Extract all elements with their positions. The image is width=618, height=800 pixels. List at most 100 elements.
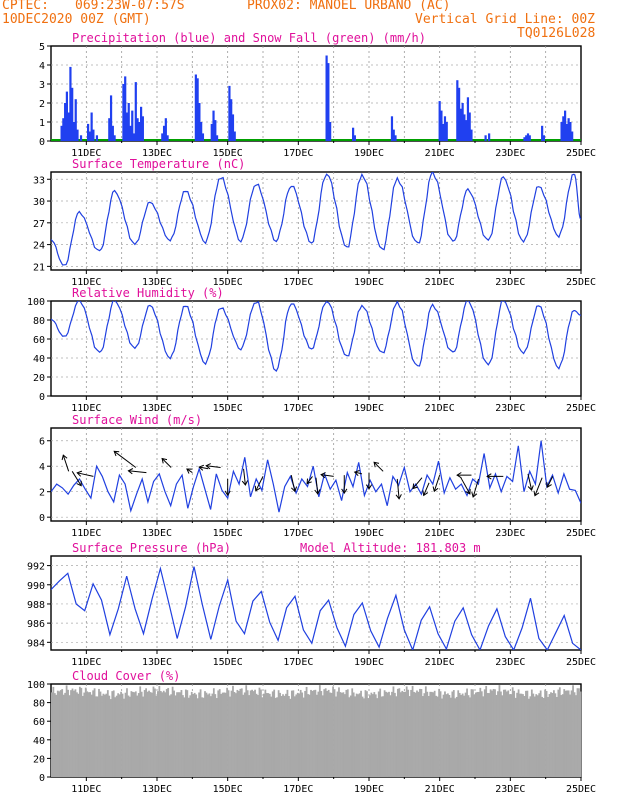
precip-bar [327,63,330,141]
panel-note-pres: Model Altitude: 181.803 m [300,541,481,555]
wind-vector [534,477,543,496]
cloud-bar [208,693,211,777]
cloud-bar [529,696,532,777]
y-tick-label: 30 [33,197,45,208]
cloud-bar [139,686,142,777]
precip-bar [353,135,356,141]
cloud-bar [310,689,312,777]
precip-bar [88,131,91,141]
cloud-bar [463,695,465,777]
precip-bar [560,122,563,141]
cloud-bar [59,690,62,777]
precip-bar [72,122,76,141]
wind-vector-head [395,494,402,500]
cloud-bar [569,694,571,777]
x-tick-label: 25DEC [566,403,596,414]
cloud-bar [542,697,545,777]
x-tick-label: 17DEC [283,657,313,668]
cloud-bar [230,690,233,777]
cloud-bar [489,689,492,777]
cloud-bar [249,690,252,777]
panel-frame-temp [50,171,582,271]
wind-vector [243,468,246,486]
wind-vector [354,471,363,475]
cloud-bar [255,693,258,777]
cloud-bar [127,695,130,777]
cloud-bar [539,690,542,777]
cloud-bar [401,690,404,777]
cloud-bar [514,697,517,777]
cloud-bar [522,694,524,777]
cloud-bar [355,693,358,777]
cloud-bar [488,693,491,777]
cloud-bar [245,685,248,777]
cloud-bar [102,693,105,777]
cloud-bar [293,696,296,777]
precip-bar [390,116,394,141]
cloud-bar [573,692,576,777]
cloud-bar [151,692,153,777]
cloud-bar [232,685,234,777]
x-tick-label: 23DEC [495,277,525,288]
precip-bar [212,110,215,141]
cloud-bar [371,694,374,777]
cloud-bar [564,690,567,777]
cloud-bar [460,694,463,777]
wind-vector [315,477,319,494]
cloud-bar [143,690,146,777]
precip-bar [69,66,72,141]
wind-vector [206,465,221,468]
cloud-bar [280,695,283,777]
cloud-bar [343,694,346,777]
cloud-bar [398,688,401,777]
cloud-bar [457,690,460,777]
precip-bar [230,99,233,141]
cloud-bar [130,691,133,777]
x-tick-label: 23DEC [495,528,525,539]
cloud-bar [71,688,74,777]
precip-bar [198,103,201,141]
y-tick-label: 0 [39,773,45,784]
wind-vector [527,473,533,491]
cloud-bar [533,696,536,777]
cloud-bar [458,692,461,777]
cloud-bar [429,691,432,777]
cloud-bar [511,687,514,777]
x-tick-label: 19DEC [354,277,384,288]
cloud-bar [441,698,443,777]
y-tick-label: 80 [33,699,45,710]
cloud-bar [295,694,298,777]
wind-vector-head [486,473,492,480]
cloud-bar [424,686,427,777]
cloud-bar [414,692,417,777]
cloud-bar [152,686,155,777]
cloud-bar [104,694,106,777]
cloud-bar [148,690,150,777]
cloud-bar [357,694,359,777]
wind-vector [546,476,554,488]
cloud-bar [118,694,121,777]
header-grid-note: Vertical Grid Line: 00Z [415,12,596,27]
y-tick-label: 6 [39,437,45,448]
x-tick-label: 17DEC [283,277,313,288]
cloud-bar [547,696,549,777]
y-tick-label: 0 [39,137,45,148]
cloud-bar [282,694,284,777]
wind-vector [161,458,172,468]
cloud-bar [80,687,83,777]
cloud-bar [258,687,261,777]
y-tick-label: 100 [27,680,45,691]
wind-vector-head [198,464,205,471]
y-tick-label: 4 [39,462,45,473]
cloud-bar [336,691,339,777]
cloud-bar [377,691,380,777]
y-tick-label: 992 [27,562,45,573]
cloud-bar [277,690,280,777]
cloud-bar [472,689,474,777]
cloud-bar [62,694,65,777]
cloud-bar [501,695,504,777]
cloud-bar [290,690,293,777]
cloud-bar [373,692,376,777]
precip-bar [470,129,473,141]
cloud-bar [451,691,454,777]
